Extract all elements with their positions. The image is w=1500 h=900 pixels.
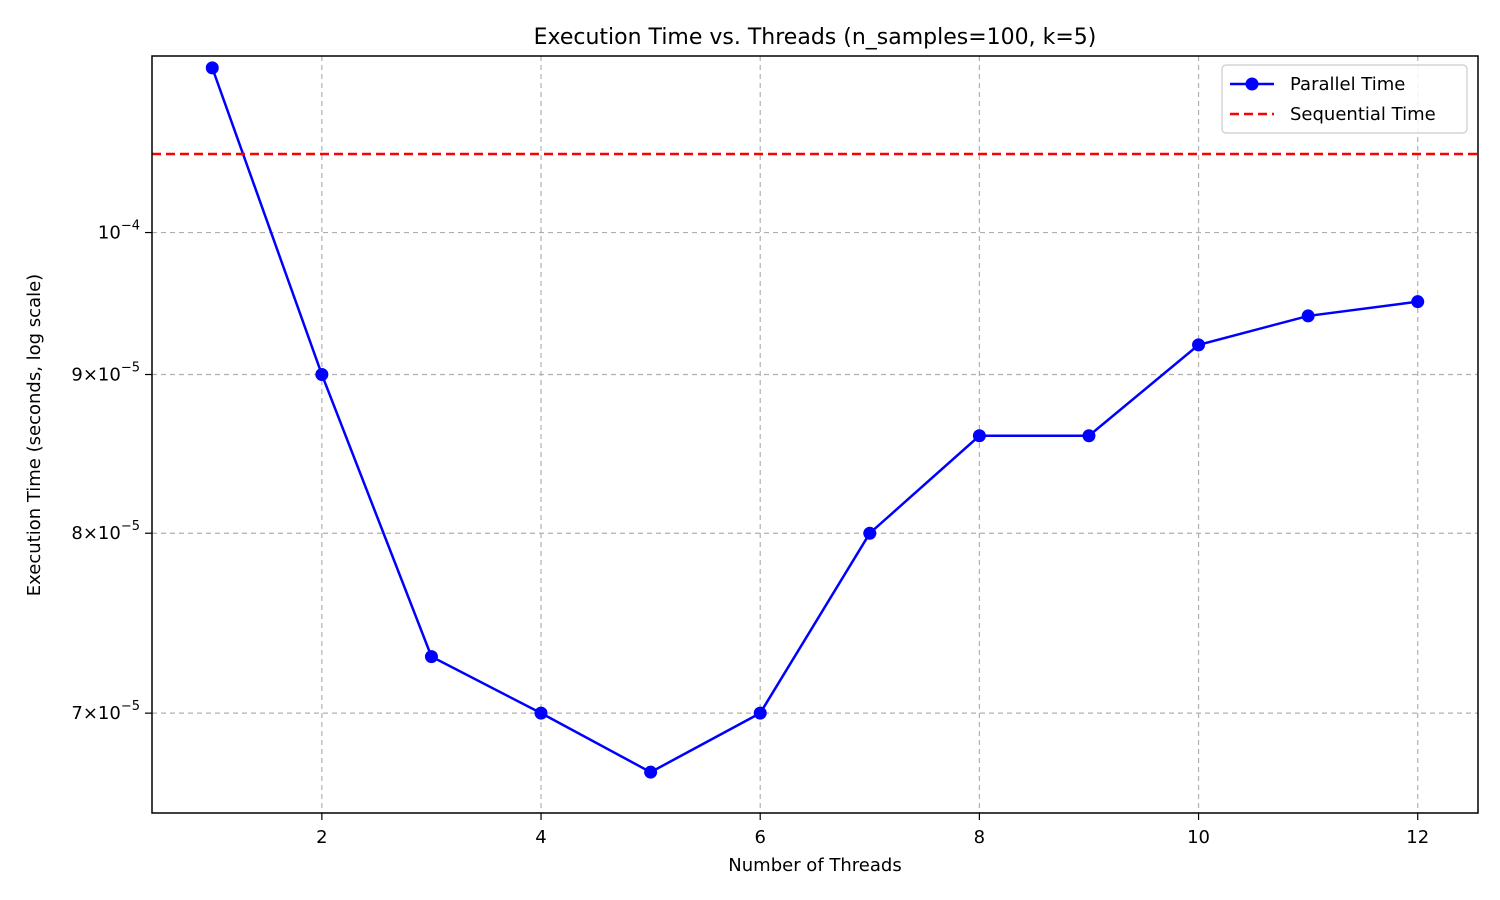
parallel-time-point — [424, 650, 438, 664]
x-tick-label: 2 — [316, 827, 327, 848]
chart-title: Execution Time vs. Threads (n_samples=10… — [534, 25, 1097, 50]
legend-label: Sequential Time — [1290, 104, 1436, 125]
legend-box — [1221, 64, 1468, 134]
y-axis-label: Execution Time (seconds, log scale) — [24, 274, 45, 596]
parallel-time-point — [1082, 429, 1096, 443]
parallel-time-point — [315, 368, 329, 382]
parallel-time-point — [1192, 338, 1206, 352]
parallel-time-point — [205, 61, 219, 75]
parallel-time-line — [211, 67, 1418, 774]
parallel-time-point — [1411, 295, 1425, 309]
y-tick-label: 8×10−5 — [71, 519, 140, 544]
x-tick-label: 6 — [754, 827, 765, 848]
y-tick-label: 9×10−5 — [71, 361, 140, 386]
parallel-time-point — [753, 706, 767, 720]
x-tick-label: 12 — [1406, 827, 1429, 848]
axis-ticks: 2 4 6 8 10 12 10−4 9×10−5 8×10−5 7×10−5 — [71, 219, 1429, 848]
parallel-time-point — [972, 429, 986, 443]
y-tick-label: 7×10−5 — [71, 699, 140, 724]
x-tick-label: 4 — [535, 827, 546, 848]
legend-marker — [1245, 77, 1259, 91]
x-axis-label: Number of Threads — [728, 855, 901, 876]
grid — [152, 56, 1478, 813]
legend: Parallel Time Sequential Time — [1221, 64, 1468, 134]
parallel-time-point — [863, 526, 877, 540]
legend-entry: Sequential Time — [1230, 104, 1436, 125]
x-tick-label: 10 — [1187, 827, 1210, 848]
x-tick-label: 8 — [974, 827, 985, 848]
parallel-time-point — [644, 765, 658, 779]
parallel-time-point — [534, 706, 548, 720]
parallel-time-point — [1301, 309, 1315, 323]
legend-label: Parallel Time — [1290, 74, 1405, 95]
series-layer — [152, 61, 1478, 779]
legend-entry: Parallel Time — [1230, 74, 1405, 95]
y-tick-label: 10−4 — [98, 219, 140, 244]
plot-area-frame — [151, 55, 1479, 814]
